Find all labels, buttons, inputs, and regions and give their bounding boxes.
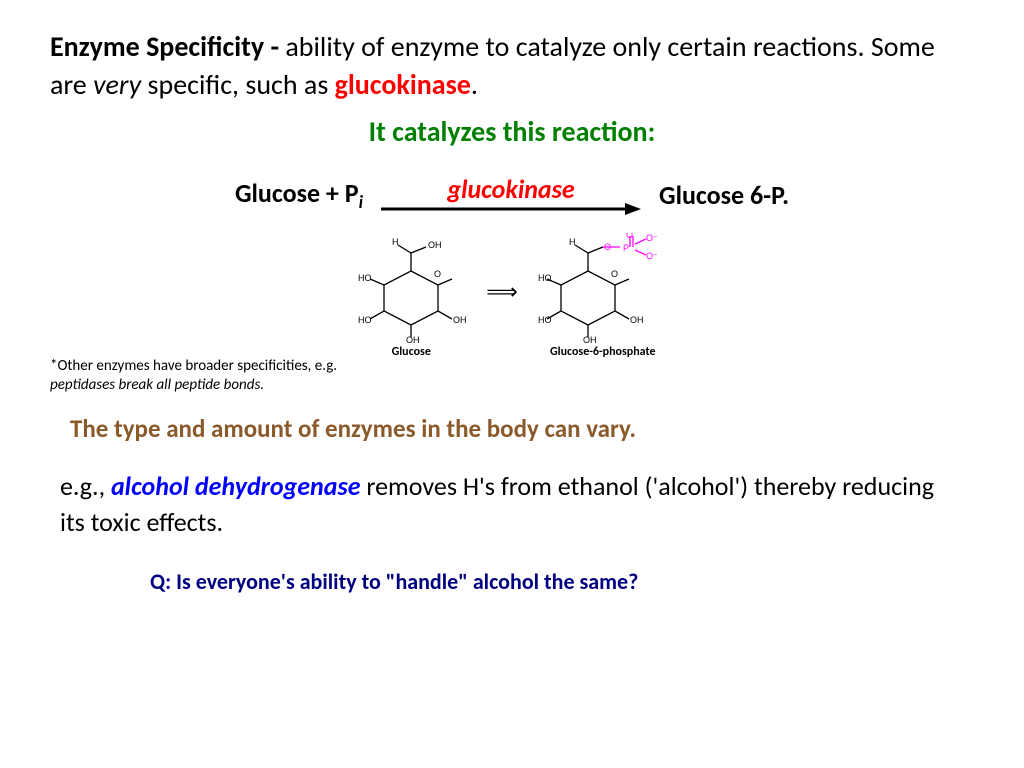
svg-text:O: O (604, 242, 611, 252)
slide-content: Enzyme Specificity - ability of enzyme t… (0, 0, 1024, 615)
glucose-label: Glucose (392, 345, 431, 359)
example-enzyme: alcohol dehydrogenase (111, 470, 361, 502)
svg-text:HO: HO (358, 315, 372, 325)
title-enzyme: glucokinase (335, 67, 471, 102)
svg-text:O⁻: O⁻ (646, 233, 658, 243)
reaction-arrow-block: glucokinase (381, 173, 641, 217)
glucose6p-structure-icon: H O OH OH HO HO O P O O⁻ O⁻ (538, 233, 668, 343)
reaction-left: Glucose + Pi (235, 177, 363, 213)
title-paragraph: Enzyme Specificity - ability of enzyme t… (50, 28, 974, 104)
svg-text:H: H (392, 237, 399, 247)
title-dash: - (264, 29, 285, 64)
svg-text:H: H (569, 237, 576, 247)
glucose-structure-icon: H OH O OH OH HO HO (356, 233, 466, 343)
subheading: It catalyzes this reaction: (50, 114, 974, 149)
svg-text:P: P (623, 243, 629, 253)
example-paragraph: e.g., alcohol dehydrogenase removes H's … (60, 468, 964, 541)
equilibrium-arrow-icon: ⟹ (486, 278, 518, 305)
svg-text:O⁻: O⁻ (646, 251, 658, 261)
diagram-and-footnote: H OH O OH OH HO HO Glucose ⟹ (50, 233, 974, 373)
title-rest2: specific, such as (141, 67, 334, 102)
example-prefix: e.g., (60, 470, 111, 502)
svg-text:HO: HO (358, 273, 372, 283)
svg-text:OH: OH (428, 240, 442, 250)
brown-statement: The type and amount of enzymes in the bo… (70, 413, 964, 444)
svg-text:OH: OH (583, 335, 597, 343)
molecule-diagram: H OH O OH OH HO HO Glucose ⟹ (50, 233, 974, 373)
reaction-equation: Glucose + Pi glucokinase Glucose 6-P. (50, 173, 974, 217)
svg-text:HO: HO (538, 315, 552, 325)
glucose-molecule: H OH O OH OH HO HO Glucose (356, 233, 466, 359)
reaction-arrow-icon (381, 201, 641, 217)
svg-text:O: O (626, 233, 633, 240)
footnote-italic: peptidases break all peptide bonds. (50, 376, 264, 394)
svg-text:O: O (434, 269, 441, 279)
question-line: Q: Is everyone's ability to "handle" alc… (150, 568, 974, 595)
svg-text:OH: OH (406, 335, 420, 343)
title-bold: Enzyme Specificity (50, 29, 264, 64)
reaction-left-sub: i (359, 191, 363, 213)
footnote: *Other enzymes have broader specificitie… (50, 357, 390, 396)
svg-text:OH: OH (453, 315, 466, 325)
footnote-text: *Other enzymes have broader specificitie… (50, 357, 337, 375)
svg-text:HO: HO (538, 273, 552, 283)
title-very: very (93, 67, 141, 102)
reaction-left-text: Glucose + P (235, 177, 359, 209)
glucose6p-label: Glucose-6-phosphate (550, 345, 656, 359)
reaction-right: Glucose 6-P. (659, 179, 789, 211)
title-period: . (471, 67, 478, 102)
glucose6p-molecule: H O OH OH HO HO O P O O⁻ O⁻ Gl (538, 233, 668, 359)
svg-text:OH: OH (630, 315, 644, 325)
svg-text:O: O (611, 269, 618, 279)
